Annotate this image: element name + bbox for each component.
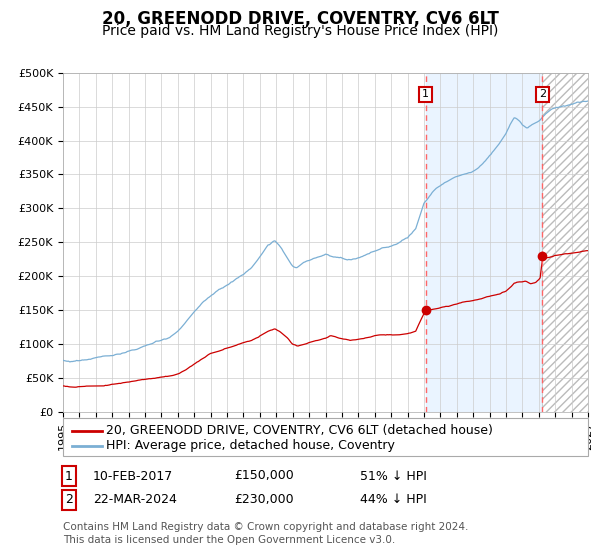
Bar (425, 73, 542, 412)
Text: 2: 2 (65, 493, 73, 506)
Text: 20, GREENODD DRIVE, COVENTRY, CV6 6LT: 20, GREENODD DRIVE, COVENTRY, CV6 6LT (101, 10, 499, 28)
Text: 1: 1 (422, 90, 429, 100)
Text: Contains HM Land Registry data © Crown copyright and database right 2024.
This d: Contains HM Land Registry data © Crown c… (63, 522, 469, 545)
Text: 51% ↓ HPI: 51% ↓ HPI (360, 469, 427, 483)
Text: £150,000: £150,000 (234, 469, 294, 483)
Text: HPI: Average price, detached house, Coventry: HPI: Average price, detached house, Cove… (106, 439, 395, 452)
Text: 2: 2 (539, 90, 546, 100)
Text: 44% ↓ HPI: 44% ↓ HPI (360, 493, 427, 506)
Text: £230,000: £230,000 (234, 493, 293, 506)
Text: 22-MAR-2024: 22-MAR-2024 (93, 493, 177, 506)
Text: Price paid vs. HM Land Registry's House Price Index (HPI): Price paid vs. HM Land Registry's House … (102, 24, 498, 38)
Bar (542, 73, 588, 412)
Text: 10-FEB-2017: 10-FEB-2017 (93, 469, 173, 483)
Text: 1: 1 (65, 469, 73, 483)
Text: 20, GREENODD DRIVE, COVENTRY, CV6 6LT (detached house): 20, GREENODD DRIVE, COVENTRY, CV6 6LT (d… (106, 424, 493, 437)
